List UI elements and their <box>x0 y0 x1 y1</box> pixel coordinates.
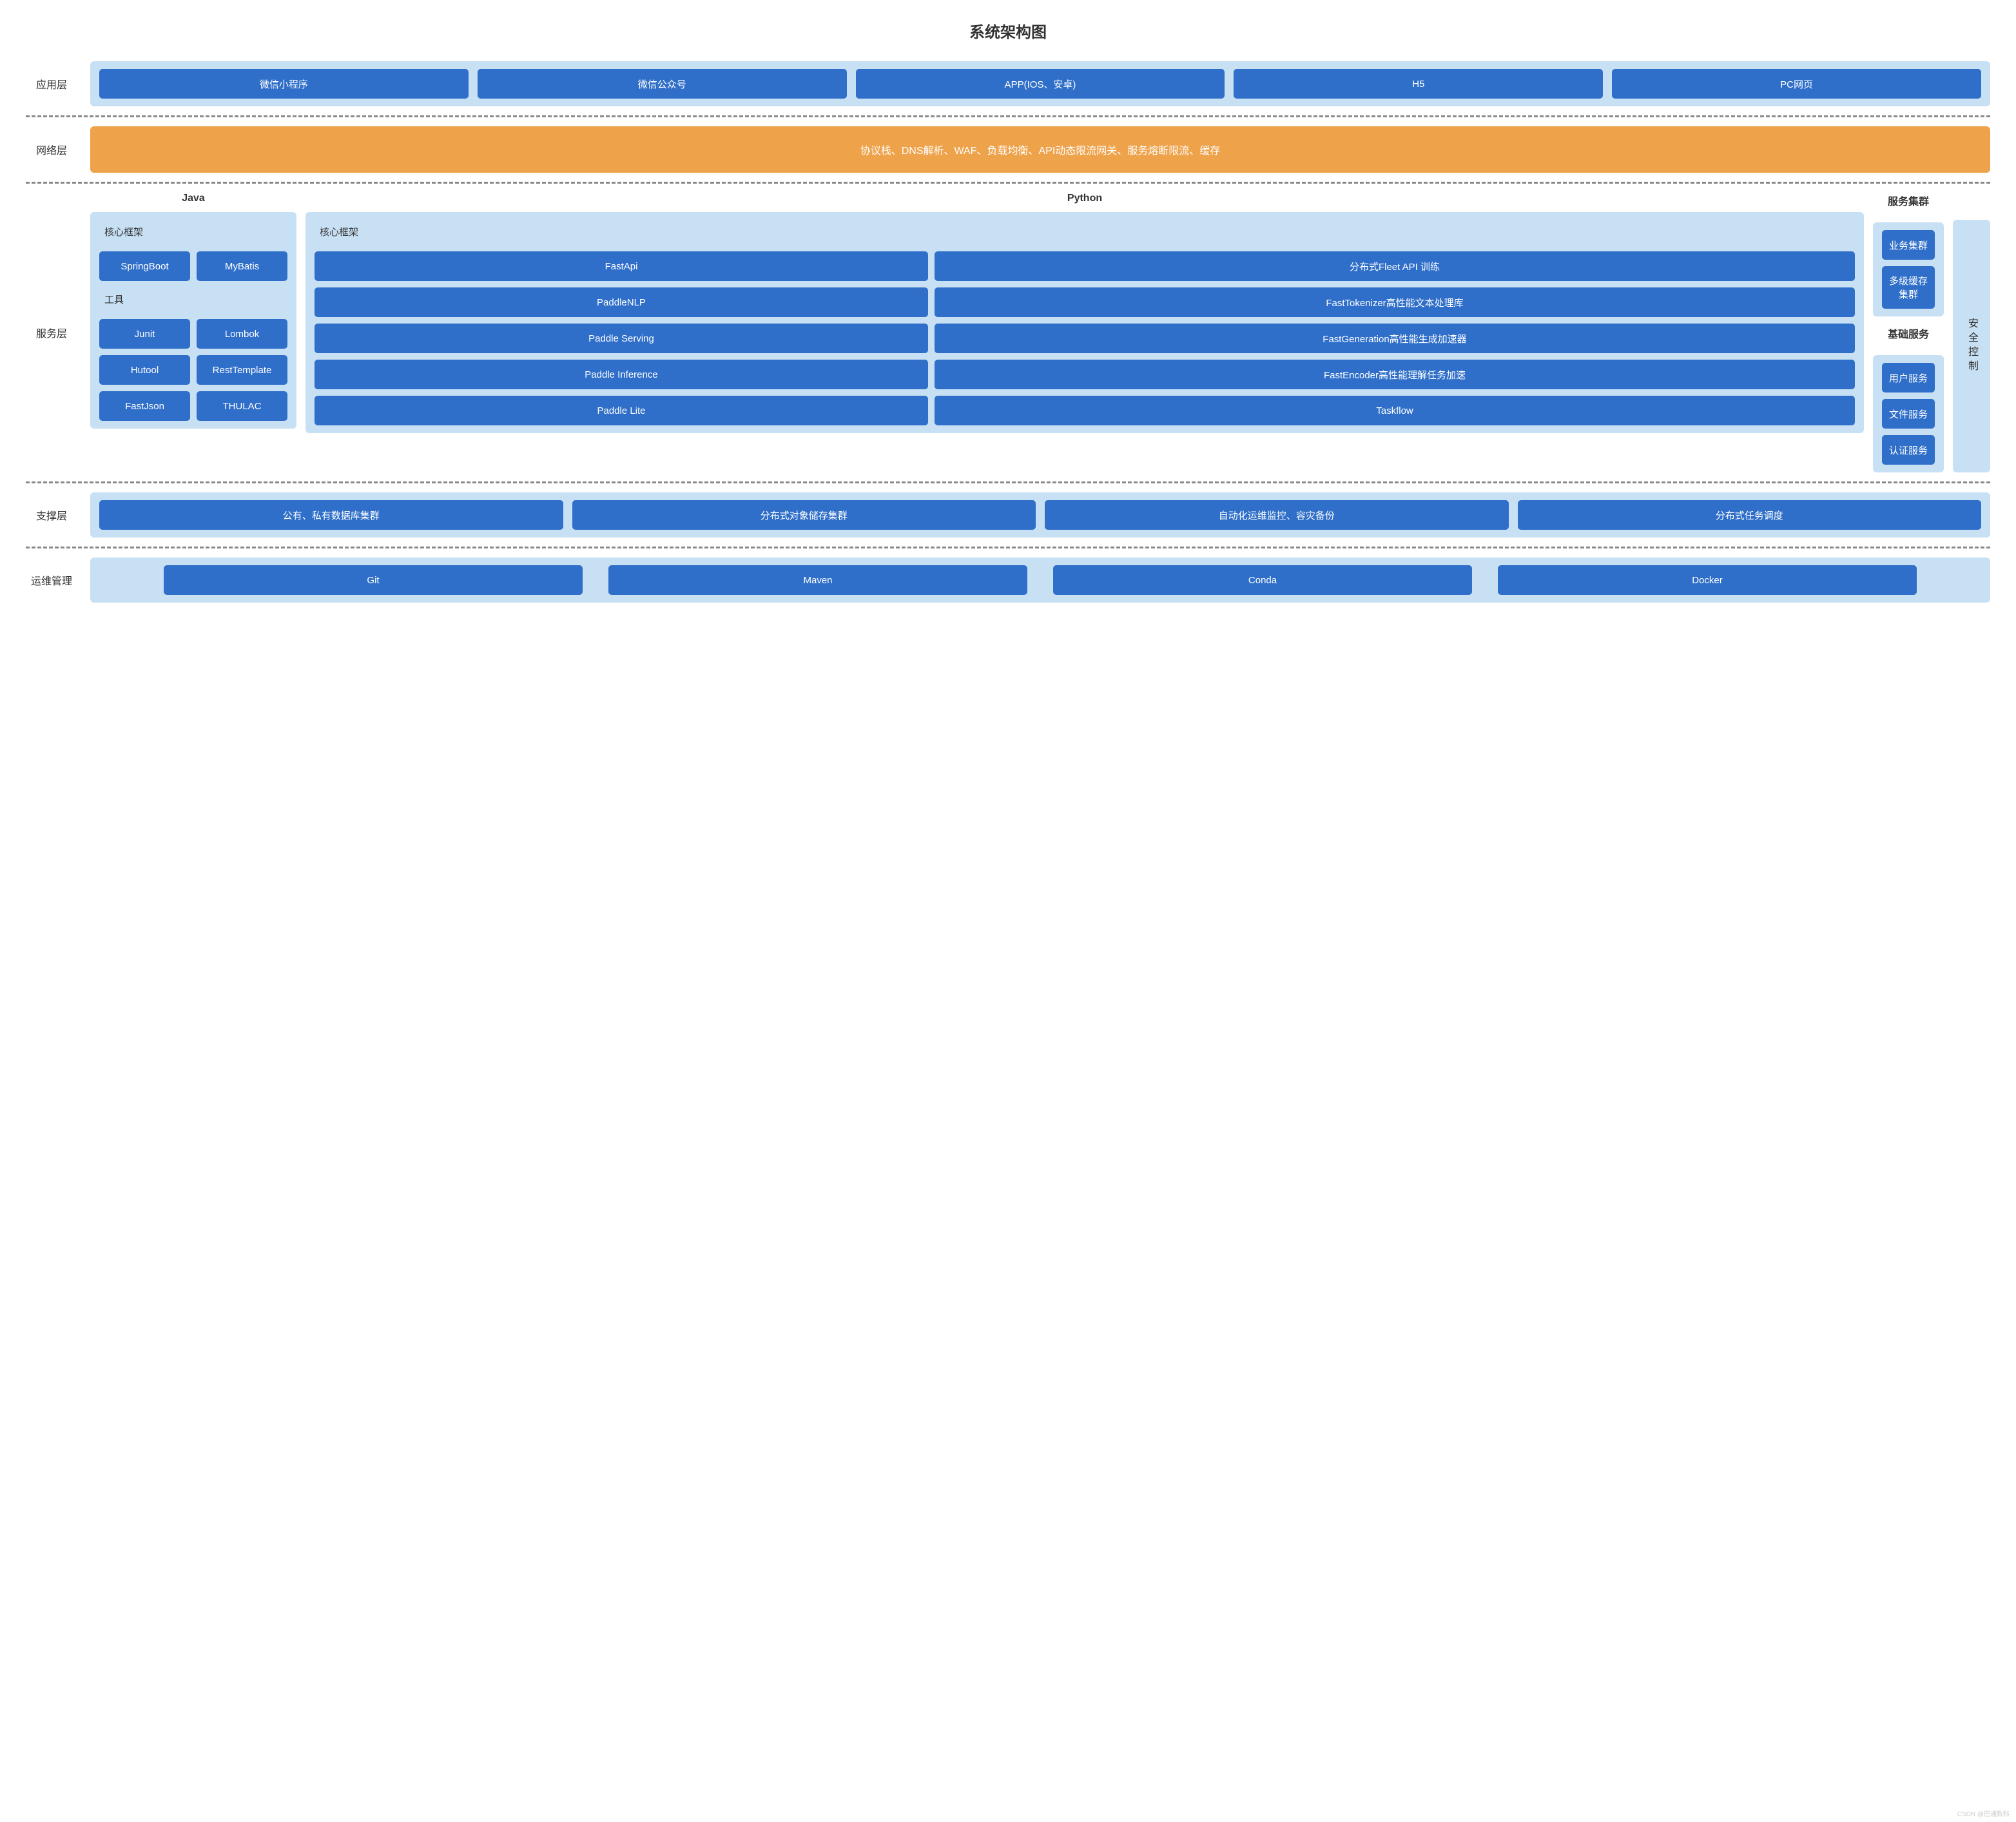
app-item: 微信公众号 <box>478 69 847 99</box>
python-item: FastApi <box>315 251 928 281</box>
java-tool-item: Junit <box>99 319 190 349</box>
java-tool-item: Hutool <box>99 355 190 385</box>
app-item: APP(IOS、安卓) <box>856 69 1225 99</box>
layer-content-app: 微信小程序 微信公众号 APP(IOS、安卓) H5 PC网页 <box>90 61 1990 106</box>
column-security: 安全控制 <box>1953 193 1990 472</box>
basic-service-item: 用户服务 <box>1882 363 1935 393</box>
python-item: PaddleNLP <box>315 287 928 317</box>
column-java: Java 核心框架 SpringBoot MyBatis 工具 Junit Lo… <box>90 193 296 472</box>
basic-service-item: 认证服务 <box>1882 435 1935 465</box>
python-item: FastEncoder高性能理解任务加速 <box>935 360 1855 389</box>
column-cluster: 服务集群 业务集群 多级缓存集群 基础服务 用户服务 文件服务 认证服务 <box>1873 193 1944 472</box>
python-item: Paddle Serving <box>315 324 928 353</box>
column-python: Python 核心框架 FastApi 分布式Fleet API 训练 Padd… <box>305 193 1864 472</box>
layer-content-service: Java 核心框架 SpringBoot MyBatis 工具 Junit Lo… <box>90 193 1990 472</box>
java-title: Java <box>90 193 296 204</box>
app-item: H5 <box>1234 69 1603 99</box>
layer-label-service: 服务层 <box>26 193 77 472</box>
security-label: 安全控制 <box>1964 318 1979 374</box>
cluster-title: 服务集群 <box>1873 193 1944 208</box>
watermark: CSDN @巴通数科 <box>1957 1808 2010 1818</box>
cluster-item: 多级缓存集群 <box>1882 266 1935 309</box>
support-item: 公有、私有数据库集群 <box>99 500 563 530</box>
python-item: 分布式Fleet API 训练 <box>935 251 1855 281</box>
python-item: Paddle Lite <box>315 396 928 425</box>
python-item: FastTokenizer高性能文本处理库 <box>935 287 1855 317</box>
layer-network: 网络层 协议栈、DNS解析、WAF、负载均衡、API动态限流网关、服务熔断限流、… <box>26 126 1990 173</box>
layer-content-support: 公有、私有数据库集群 分布式对象储存集群 自动化运维监控、容灾备份 分布式任务调… <box>90 492 1990 538</box>
security-box: 安全控制 <box>1953 220 1990 472</box>
python-core-label: 核心框架 <box>320 225 1855 238</box>
layer-label-app: 应用层 <box>26 61 77 106</box>
layer-content-network: 协议栈、DNS解析、WAF、负载均衡、API动态限流网关、服务熔断限流、缓存 <box>90 126 1990 173</box>
layer-content-ops: Git Maven Conda Docker <box>90 557 1990 603</box>
layer-label-support: 支撑层 <box>26 492 77 538</box>
python-item: Paddle Inference <box>315 360 928 389</box>
java-tool-item: RestTemplate <box>197 355 287 385</box>
java-tools-label: 工具 <box>104 293 287 306</box>
python-item: Taskflow <box>935 396 1855 425</box>
network-box: 协议栈、DNS解析、WAF、负载均衡、API动态限流网关、服务熔断限流、缓存 <box>90 126 1990 173</box>
layer-label-network: 网络层 <box>26 126 77 173</box>
basic-service-item: 文件服务 <box>1882 399 1935 429</box>
divider <box>26 547 1990 548</box>
java-core-label: 核心框架 <box>104 225 287 238</box>
java-core-item: SpringBoot <box>99 251 190 281</box>
basic-service-title: 基础服务 <box>1873 325 1944 341</box>
python-item: FastGeneration高性能生成加速器 <box>935 324 1855 353</box>
ops-item: Git <box>164 565 583 595</box>
python-title: Python <box>305 193 1864 204</box>
java-tool-item: Lombok <box>197 319 287 349</box>
support-item: 自动化运维监控、容灾备份 <box>1045 500 1509 530</box>
support-item: 分布式对象储存集群 <box>572 500 1036 530</box>
layer-service: 服务层 Java 核心框架 SpringBoot MyBatis 工具 Juni… <box>26 193 1990 472</box>
ops-item: Maven <box>608 565 1027 595</box>
app-item: PC网页 <box>1612 69 1981 99</box>
divider <box>26 115 1990 117</box>
support-item: 分布式任务调度 <box>1518 500 1982 530</box>
java-tool-item: FastJson <box>99 391 190 421</box>
divider <box>26 481 1990 483</box>
diagram-title: 系统架构图 <box>26 19 1990 42</box>
ops-item: Docker <box>1498 565 1917 595</box>
layer-app: 应用层 微信小程序 微信公众号 APP(IOS、安卓) H5 PC网页 <box>26 61 1990 106</box>
java-core-item: MyBatis <box>197 251 287 281</box>
layer-label-ops: 运维管理 <box>26 557 77 603</box>
ops-item: Conda <box>1053 565 1472 595</box>
layer-support: 支撑层 公有、私有数据库集群 分布式对象储存集群 自动化运维监控、容灾备份 分布… <box>26 492 1990 538</box>
java-tool-item: THULAC <box>197 391 287 421</box>
divider <box>26 182 1990 184</box>
app-item: 微信小程序 <box>99 69 469 99</box>
cluster-item: 业务集群 <box>1882 230 1935 260</box>
layer-ops: 运维管理 Git Maven Conda Docker <box>26 557 1990 603</box>
